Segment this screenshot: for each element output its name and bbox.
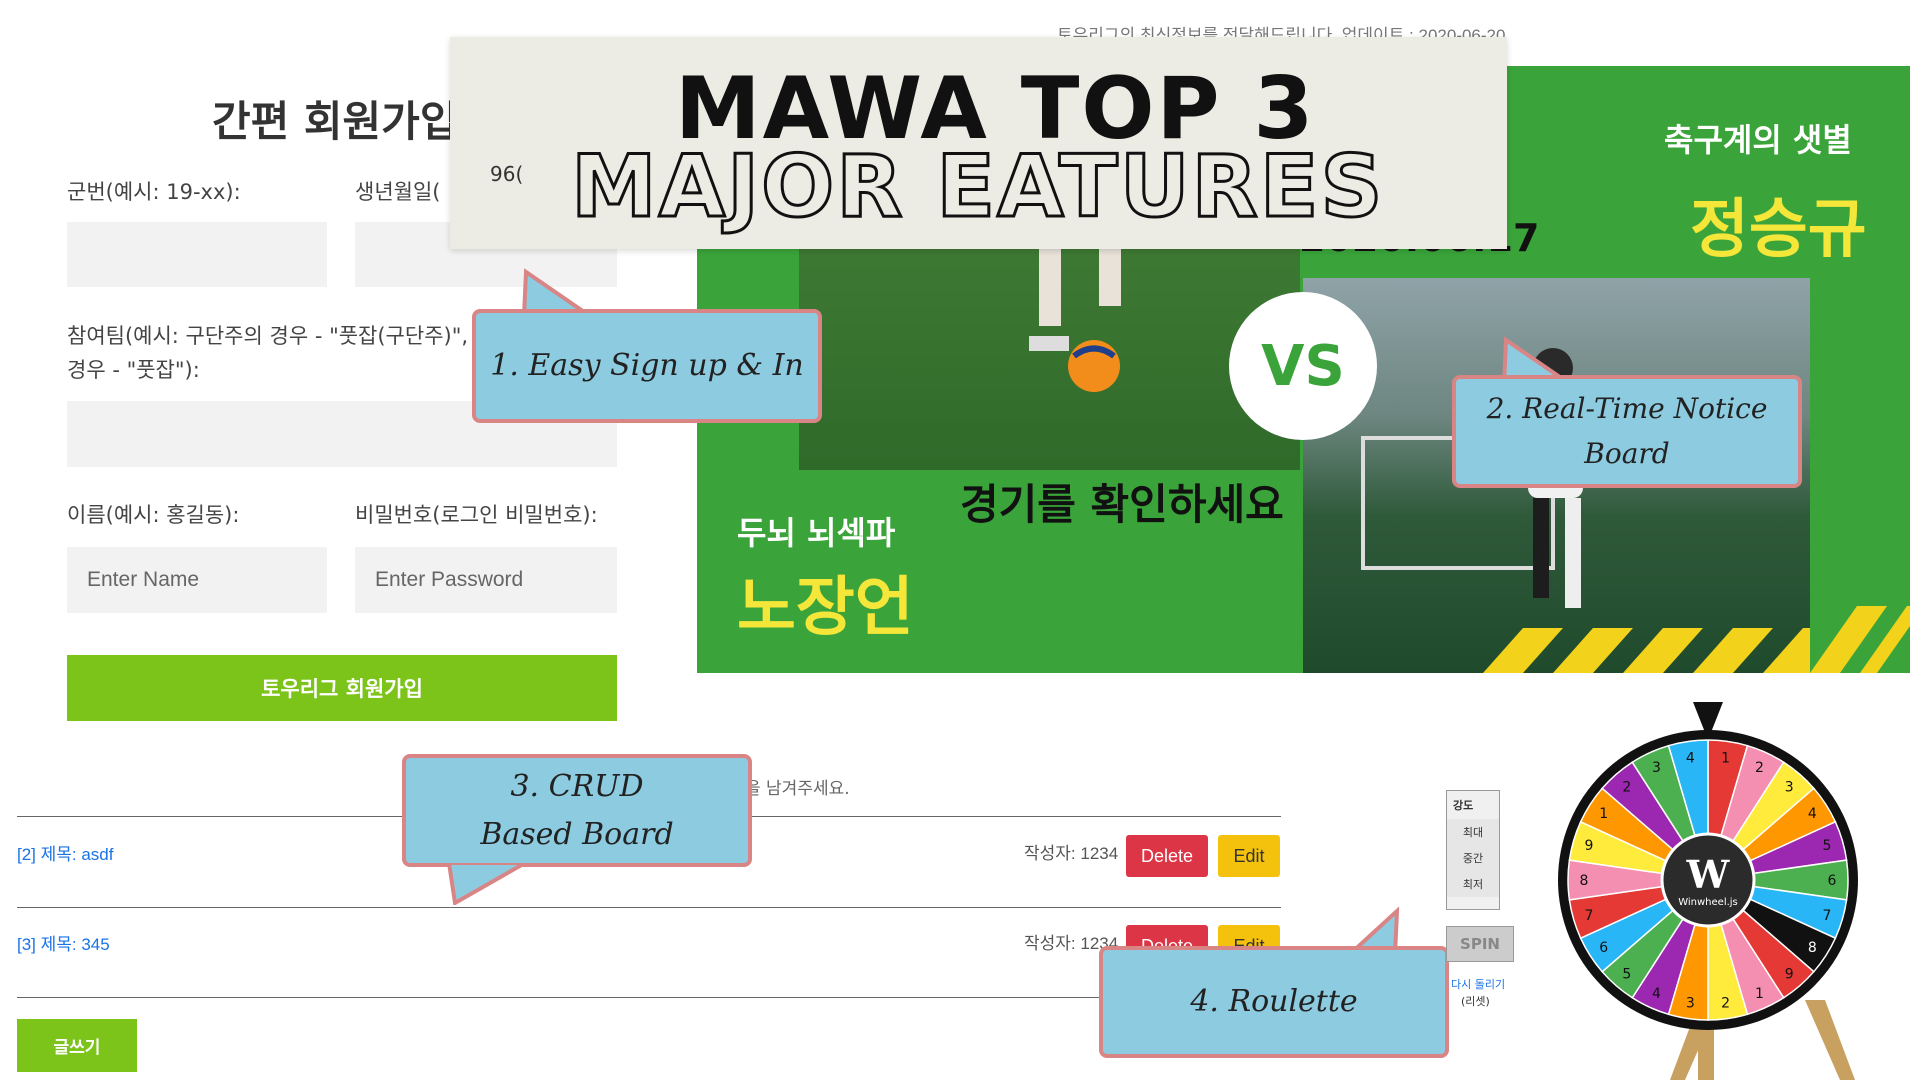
wheel-segment-label: 6	[1828, 873, 1837, 889]
name-input[interactable]	[67, 547, 327, 613]
strength-option-min[interactable]: 최저	[1447, 871, 1499, 897]
wheel-segment-label: 4	[1686, 750, 1695, 766]
delete-button[interactable]: Delete	[1126, 835, 1208, 877]
board-intro-text: 을 남겨주세요.	[745, 779, 850, 799]
wheel-segment-label: 1	[1599, 806, 1608, 822]
hazard-stripes	[1810, 606, 1910, 673]
callout-notice-board: 2. Real-Time Notice Board	[1452, 375, 1802, 488]
wheel-segment-label: 2	[1755, 760, 1764, 776]
banner-headline: 경기를 확인하세요	[960, 480, 1284, 529]
wheel-segment-label: 3	[1686, 996, 1695, 1012]
team-label: 참여팀(예시: 구단주의 경우 - "풋잡(구단주)", -	[67, 324, 483, 348]
reset-spin-sub: (리셋)	[1461, 995, 1490, 1008]
strength-title: 강도	[1453, 799, 1474, 812]
callout-easy-signup: 1. Easy Sign up & In	[472, 309, 822, 423]
left-team-subtitle: 두뇌 뇌섹파	[737, 514, 896, 552]
wheel-segment-label: 9	[1785, 967, 1794, 983]
strength-option-mid[interactable]: 중간	[1447, 845, 1499, 871]
wheel-segment-label: 7	[1823, 908, 1832, 924]
wheel-segment-label: 3	[1785, 779, 1794, 795]
wheel-segment-label: 3	[1652, 760, 1661, 776]
birthdate-input[interactable]	[355, 222, 617, 287]
left-team-name: 노장언	[737, 571, 914, 645]
reset-spin-link[interactable]: 다시 돌리기	[1451, 978, 1506, 991]
password-input[interactable]	[355, 547, 617, 613]
birthdate-label: 생년월일(	[355, 180, 441, 204]
wheel-segment-label: 2	[1721, 996, 1730, 1012]
post-author: 작성자: 1234	[1024, 844, 1119, 863]
callout-crud-board: 3. CRUD Based Board	[402, 754, 752, 867]
wheel-segment-label: 9	[1585, 838, 1594, 854]
wheel-segment-label: 1	[1755, 986, 1764, 1002]
edit-button[interactable]: Edit	[1218, 835, 1280, 877]
wheel-segment-label: 4	[1808, 806, 1817, 822]
wheel-segment-label: 2	[1622, 779, 1631, 795]
callout-pointer	[446, 863, 530, 905]
wheel-segment-label: 1	[1721, 750, 1730, 766]
signup-title: 간편 회원가입	[212, 97, 459, 146]
right-team-subtitle: 축구계의 샛별	[1664, 121, 1852, 159]
signup-submit-button[interactable]: 토우리그 회원가입	[67, 655, 617, 721]
right-team-name: 정승규	[1690, 193, 1867, 267]
wheel-segment-label: 7	[1585, 908, 1594, 924]
winwheel-logo-letter: W	[1686, 852, 1731, 897]
post-title-link[interactable]: [3] 제목: 345	[17, 935, 110, 954]
title-line-2: MAJOR EATURES	[569, 136, 1385, 239]
wheel-segment-label: 5	[1823, 838, 1832, 854]
callout-roulette: 4. Roulette	[1099, 946, 1449, 1058]
wheel-segment-label: 8	[1580, 873, 1589, 889]
post-title-link[interactable]: [2] 제목: asdf	[17, 845, 114, 864]
team-label-line2: 경우 - "풋잡"):	[67, 358, 200, 382]
wheel-stand-right	[1805, 1000, 1855, 1080]
password-label: 비밀번호(로그인 비밀번호):	[355, 503, 598, 527]
wheel-segment-label: 4	[1652, 986, 1661, 1002]
spin-button[interactable]: SPIN	[1446, 926, 1514, 962]
strength-selector: 강도 최대 중간 최저	[1446, 790, 1500, 910]
winwheel-logo-text: Winwheel.js	[1678, 897, 1738, 908]
wheel-hub	[1660, 832, 1756, 928]
strength-option-max[interactable]: 최대	[1447, 819, 1499, 845]
write-post-button[interactable]: 글쓰기	[17, 1019, 137, 1072]
wheel-segment-label: 8	[1808, 940, 1817, 956]
board-divider	[17, 997, 1281, 998]
wheel-pointer-icon	[1693, 702, 1723, 740]
title-line-1: MAWA TOP 3	[675, 59, 1316, 159]
board-divider	[17, 907, 1281, 908]
torn-fragment-text: 96(	[490, 162, 524, 186]
unit-number-label: 군번(예시: 19-xx):	[67, 180, 241, 204]
post-author: 작성자: 1234	[1024, 934, 1119, 953]
title-card: 96( MAWA TOP 3 MAJOR EATURES	[450, 37, 1507, 249]
wheel-segment-label: 5	[1622, 967, 1631, 983]
unit-number-input[interactable]	[67, 222, 327, 287]
vs-badge: VS	[1229, 292, 1377, 440]
wheel-segment-label: 6	[1599, 940, 1608, 956]
name-label: 이름(예시: 홍길동):	[67, 503, 240, 527]
